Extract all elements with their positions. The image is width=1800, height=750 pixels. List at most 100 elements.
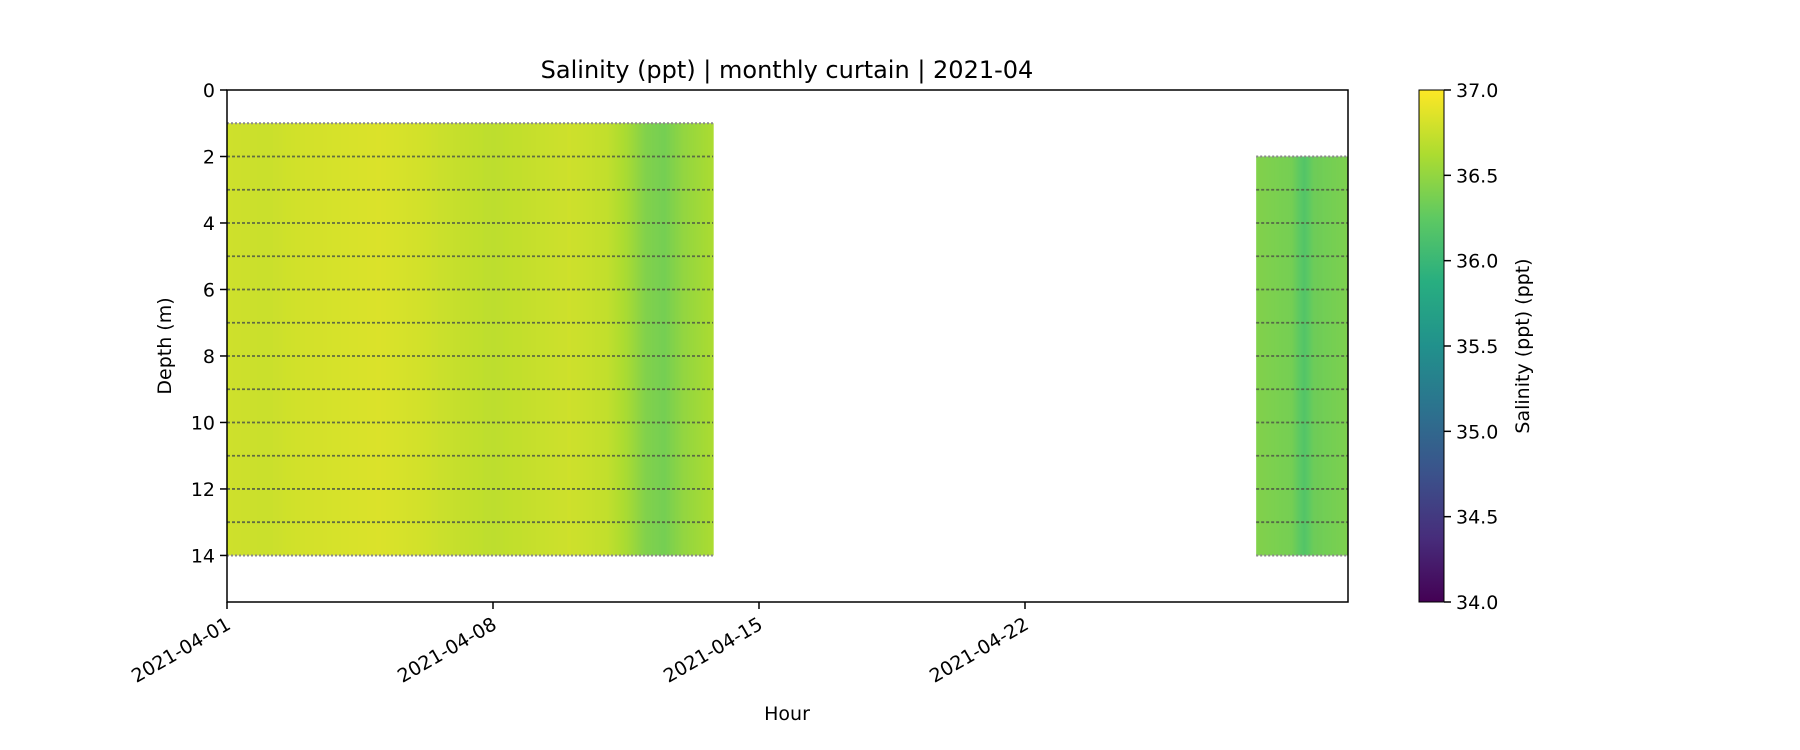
salinity-cell	[687, 123, 689, 556]
salinity-cell	[275, 123, 277, 556]
salinity-cell	[615, 123, 617, 556]
salinity-cell	[660, 123, 662, 556]
salinity-cell	[424, 123, 426, 556]
salinity-cell	[285, 123, 287, 556]
salinity-cell	[552, 123, 554, 556]
salinity-cell	[337, 123, 339, 556]
salinity-cell	[540, 123, 542, 556]
salinity-cell	[630, 123, 632, 556]
salinity-cell	[346, 123, 348, 556]
salinity-cell	[528, 123, 530, 556]
salinity-cell	[370, 123, 372, 556]
salinity-cell	[1330, 156, 1332, 556]
salinity-cell	[553, 123, 555, 556]
salinity-cell	[443, 123, 445, 556]
salinity-cell	[461, 123, 463, 556]
salinity-cell	[318, 123, 320, 556]
salinity-cell	[353, 123, 355, 556]
x-tick-label: 2021-04-01	[128, 613, 235, 687]
salinity-cell	[366, 123, 368, 556]
salinity-cell	[544, 123, 546, 556]
salinity-cell	[383, 123, 385, 556]
salinity-cell	[1319, 156, 1321, 556]
salinity-cell	[330, 123, 332, 556]
salinity-cell	[482, 123, 484, 556]
salinity-cell	[445, 123, 447, 556]
salinity-cell	[659, 123, 661, 556]
salinity-cell	[356, 123, 358, 556]
salinity-cell	[314, 123, 316, 556]
salinity-cell	[1304, 156, 1306, 556]
salinity-cell	[624, 123, 626, 556]
salinity-cell	[1294, 156, 1296, 556]
salinity-cell	[288, 123, 290, 556]
x-tick-label: 2021-04-15	[660, 613, 767, 687]
salinity-cell	[469, 123, 471, 556]
salinity-cell	[572, 123, 574, 556]
salinity-cell	[612, 123, 614, 556]
salinity-cell	[689, 123, 691, 556]
salinity-cell	[613, 123, 615, 556]
salinity-cell	[620, 123, 622, 556]
salinity-cell	[239, 123, 241, 556]
salinity-cell	[631, 123, 633, 556]
salinity-cell	[558, 123, 560, 556]
salinity-cell	[382, 123, 384, 556]
salinity-cell	[475, 123, 477, 556]
salinity-cell	[470, 123, 472, 556]
salinity-cell	[280, 123, 282, 556]
salinity-cell	[272, 123, 274, 556]
salinity-cell	[309, 123, 311, 556]
salinity-cell	[1295, 156, 1297, 556]
salinity-cell	[547, 123, 549, 556]
salinity-cell	[477, 123, 479, 556]
salinity-cell	[292, 123, 294, 556]
salinity-cell	[619, 123, 621, 556]
salinity-cell	[629, 123, 631, 556]
salinity-cell	[463, 123, 465, 556]
salinity-cell	[573, 123, 575, 556]
colorbar-label: Salinity (ppt) (ppt)	[1512, 258, 1534, 433]
salinity-cell	[234, 123, 236, 556]
salinity-cell	[531, 123, 533, 556]
salinity-cell	[307, 123, 309, 556]
salinity-cell	[423, 123, 425, 556]
salinity-cell	[565, 123, 567, 556]
salinity-cell	[377, 123, 379, 556]
salinity-cell	[668, 123, 670, 556]
salinity-cell	[510, 123, 512, 556]
salinity-cell	[632, 123, 634, 556]
salinity-cell	[458, 123, 460, 556]
salinity-cell	[654, 123, 656, 556]
salinity-cell	[513, 123, 515, 556]
salinity-cell	[571, 123, 573, 556]
salinity-cell	[351, 123, 353, 556]
salinity-cell	[680, 123, 682, 556]
salinity-cell	[364, 123, 366, 556]
salinity-cell	[635, 123, 637, 556]
salinity-cell	[670, 123, 672, 556]
salinity-cell	[523, 123, 525, 556]
salinity-cell	[487, 123, 489, 556]
salinity-cell	[384, 123, 386, 556]
salinity-cell	[664, 123, 666, 556]
salinity-cell	[1345, 156, 1347, 556]
salinity-cell	[583, 123, 585, 556]
salinity-cell	[457, 123, 459, 556]
salinity-cell	[282, 123, 284, 556]
salinity-cell	[440, 123, 442, 556]
salinity-cell	[264, 123, 266, 556]
salinity-cell	[362, 123, 364, 556]
salinity-cell	[697, 123, 699, 556]
salinity-cell	[404, 123, 406, 556]
y-tick-label: 6	[203, 279, 215, 301]
salinity-cell	[369, 123, 371, 556]
salinity-cell	[245, 123, 247, 556]
salinity-cell	[485, 123, 487, 556]
salinity-cell	[645, 123, 647, 556]
salinity-cell	[582, 123, 584, 556]
salinity-cell	[321, 123, 323, 556]
salinity-cell	[518, 123, 520, 556]
salinity-cell	[363, 123, 365, 556]
salinity-cell	[478, 123, 480, 556]
